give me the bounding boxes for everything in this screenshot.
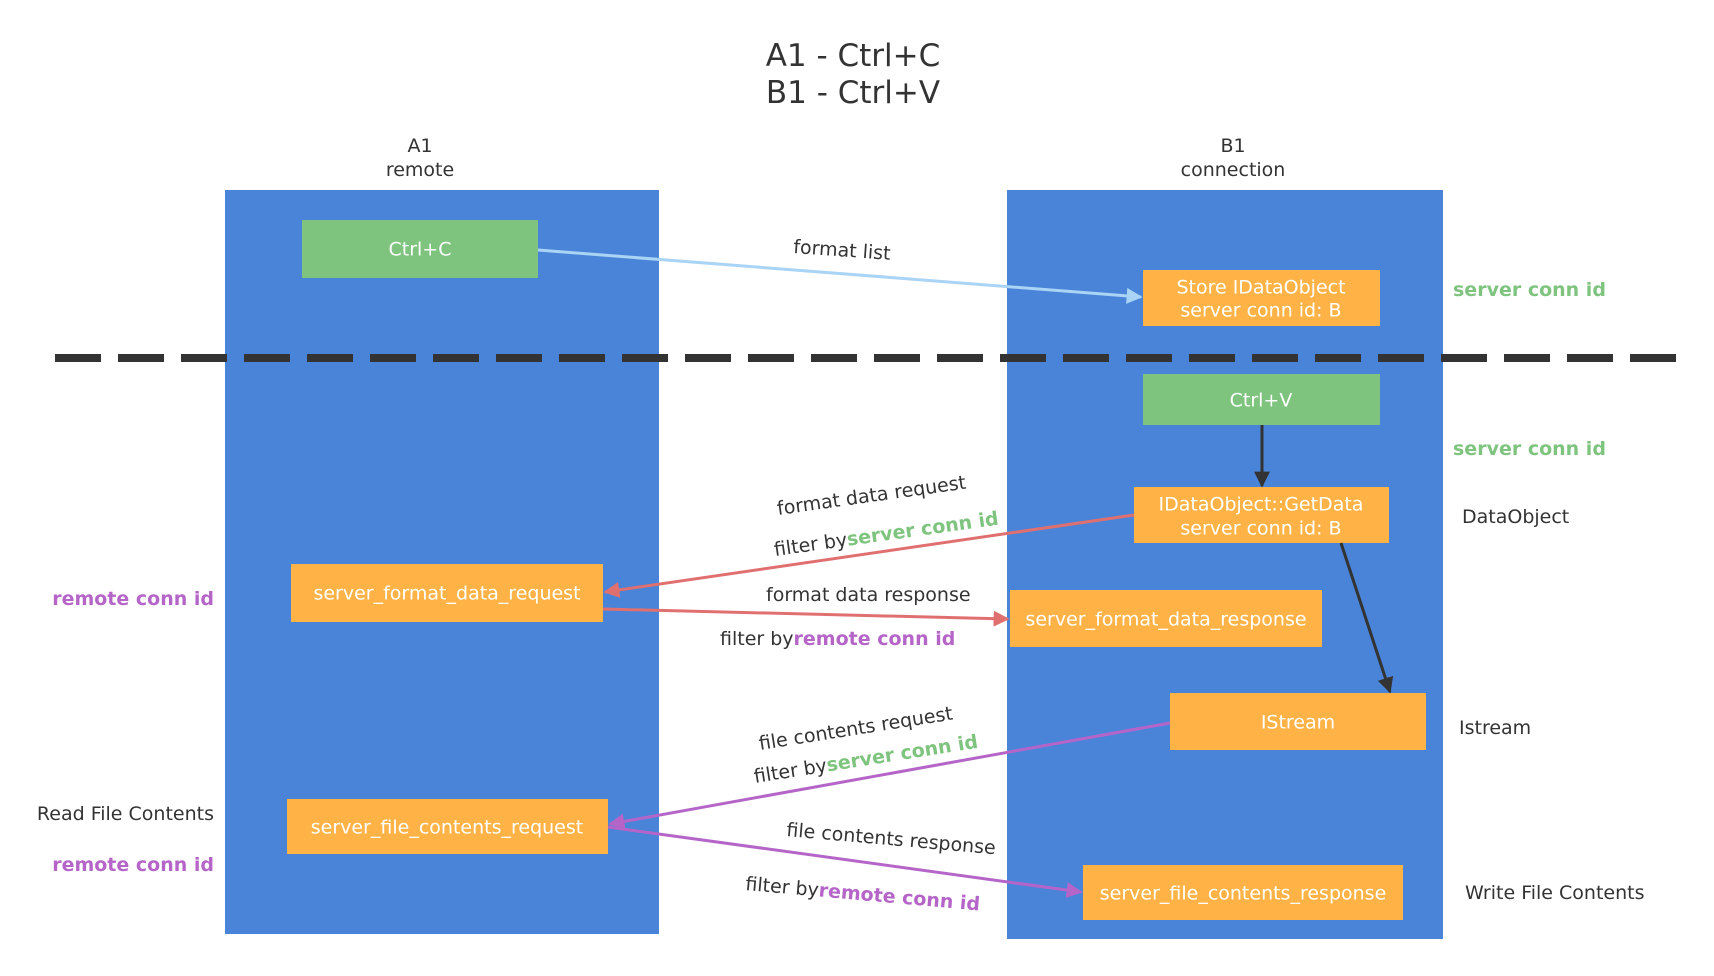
side-write-file-contents: Write File Contents — [1465, 882, 1645, 904]
filter-by-text: filter by — [752, 755, 828, 788]
lane-right-role: connection — [1181, 159, 1286, 181]
store-idataobject-box: Store IDataObject server conn id: B — [1143, 270, 1380, 326]
lane-left-role: remote — [386, 159, 454, 181]
filter-by-text: filter by — [720, 628, 794, 650]
lane-left-name: A1 — [407, 135, 432, 157]
format-data-request-label: format data request — [776, 472, 968, 520]
filter-by-text: filter by — [745, 873, 820, 901]
format-response-box: server_format_data_response — [1010, 590, 1322, 647]
filter-by-text: filter by — [773, 529, 849, 561]
side-remote-conn-id-1: remote conn id — [52, 588, 214, 610]
format-response-label: server_format_data_response — [1025, 609, 1306, 631]
side-remote-conn-id-2: remote conn id — [52, 854, 214, 876]
lane-right-name: B1 — [1220, 135, 1245, 157]
ctrl-c-label: Ctrl+C — [389, 239, 452, 261]
side-istream: Istream — [1459, 717, 1531, 739]
getdata-line-2: server conn id: B — [1180, 518, 1341, 540]
istream-label: IStream — [1261, 712, 1335, 734]
ctrl-v-label: Ctrl+V — [1230, 390, 1293, 412]
remote-conn-id-text: remote conn id — [794, 628, 956, 650]
store-line-2: server conn id: B — [1180, 300, 1341, 322]
title-line-1: A1 - Ctrl+C — [766, 38, 941, 74]
file-request-box: server_file_contents_request — [287, 799, 608, 854]
file-response-label: server_file_contents_response — [1100, 883, 1387, 905]
format-data-response-label: format data response — [766, 584, 971, 606]
remote-conn-id-text: remote conn id — [818, 879, 981, 915]
side-read-file-contents: Read File Contents — [37, 803, 214, 825]
side-dataobject: DataObject — [1462, 506, 1569, 528]
getdata-line-1: IDataObject::GetData — [1159, 494, 1364, 516]
file-response-filter: filter byremote conn id — [745, 873, 981, 915]
side-server-conn-id-2: server conn id — [1453, 438, 1606, 460]
ctrl-v-box: Ctrl+V — [1143, 374, 1380, 425]
getdata-box: IDataObject::GetData server conn id: B — [1134, 487, 1389, 543]
format-data-response-arrow — [602, 607, 1010, 627]
format-list-label: format list — [793, 236, 892, 265]
side-server-conn-id-1: server conn id — [1453, 279, 1606, 301]
format-request-box: server_format_data_request — [291, 564, 603, 622]
file-request-label: server_file_contents_request — [311, 817, 583, 839]
ctrl-c-box: Ctrl+C — [302, 220, 538, 278]
file-contents-response-label: file contents response — [786, 819, 997, 859]
title-line-2: B1 - Ctrl+V — [766, 75, 940, 111]
file-response-box: server_file_contents_response — [1083, 865, 1403, 920]
format-list-arrow — [537, 248, 1143, 304]
store-line-1: Store IDataObject — [1176, 277, 1345, 299]
file-contents-response-arrow — [607, 825, 1083, 898]
format-request-label: server_format_data_request — [313, 583, 580, 605]
format-data-request-arrow — [603, 513, 1135, 598]
file-contents-request-arrow — [608, 721, 1171, 830]
format-response-filter: filter byremote conn id — [720, 628, 955, 650]
getdata-to-istream-arrow — [1339, 542, 1394, 694]
istream-box: IStream — [1170, 693, 1426, 750]
